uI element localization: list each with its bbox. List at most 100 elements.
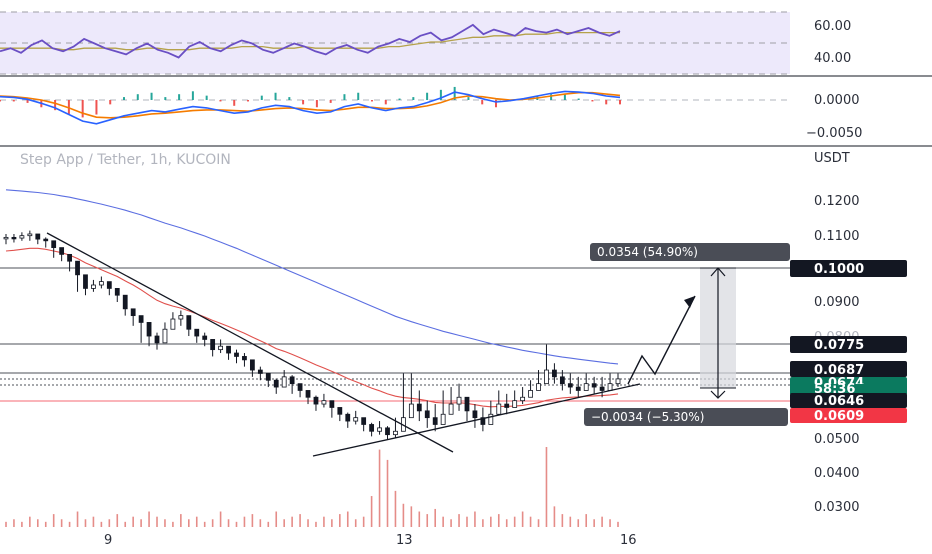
candle-body	[512, 400, 518, 408]
volume-bar	[482, 519, 484, 527]
macd-panel: 0.0000 −0.0050	[0, 86, 862, 141]
candle-body	[559, 376, 565, 385]
range-label-up-text: 0.0354 (54.90%)	[597, 245, 698, 259]
macd-line	[0, 90, 621, 125]
volume-bar	[251, 514, 254, 527]
volume-bar	[466, 516, 468, 527]
price-tick-0-0500: 0.0500	[814, 432, 860, 447]
range-bottom-arrow	[710, 390, 726, 399]
volume-bar	[569, 516, 572, 527]
candle-body	[591, 383, 597, 388]
candle-body	[130, 308, 136, 317]
candle-body	[114, 288, 120, 296]
candle-body	[154, 335, 160, 344]
volume-bar	[307, 519, 309, 527]
macd-hist-bar	[426, 92, 429, 100]
volume-bar	[442, 516, 444, 527]
range-tool[interactable]	[700, 267, 736, 399]
price-tag-0-0646: 0.0646	[814, 394, 864, 409]
candle-body	[520, 396, 526, 402]
projection-path[interactable]	[627, 295, 696, 385]
volume-bar	[545, 447, 548, 527]
volume-bar	[13, 519, 15, 527]
macd-hist-bar	[563, 94, 566, 100]
volume-bar	[370, 496, 373, 527]
candle-body	[544, 369, 549, 385]
candle-body	[369, 424, 375, 432]
candle-body	[106, 281, 112, 289]
volume-bar	[243, 516, 246, 527]
candle-body	[146, 322, 152, 337]
volume-bar	[29, 516, 31, 527]
level-lines	[0, 267, 790, 402]
candle-body	[11, 236, 17, 240]
rsi-line	[0, 23, 621, 59]
candle-body	[170, 318, 176, 330]
candle-body	[536, 383, 541, 391]
volume-bar	[593, 519, 595, 527]
volume-bar	[537, 519, 540, 527]
volume-bar	[188, 519, 190, 527]
candle-body	[408, 403, 414, 419]
candle-body	[91, 284, 96, 289]
volume-bar	[219, 511, 222, 527]
volume-bar	[259, 519, 262, 527]
macd-hist-bar	[288, 97, 291, 100]
downtrend-line[interactable]	[46, 232, 454, 453]
volume-bar	[490, 516, 492, 527]
price-tag-0-0646-bg	[790, 393, 907, 408]
price-tag-0-0609: 0.0609	[814, 409, 864, 424]
candle-body	[273, 379, 279, 388]
volume-bar	[458, 514, 460, 527]
volume-bar	[331, 519, 333, 527]
candle-body	[615, 378, 621, 385]
volume-bar	[561, 514, 564, 527]
candle-body	[242, 356, 247, 361]
volume-bar	[164, 519, 166, 527]
candle-body	[313, 396, 319, 405]
macd-hist-bar	[54, 100, 57, 111]
ema-slow-line	[5, 189, 619, 365]
volume-bar	[156, 516, 158, 527]
price-tick-0-0900: 0.0900	[814, 295, 860, 310]
volume-bar	[235, 521, 238, 527]
volume-bar	[362, 516, 365, 527]
macd-hist-bar	[343, 94, 346, 100]
rsi-tick-40: 40.00	[814, 51, 851, 66]
candle-body	[496, 403, 502, 415]
candle-body	[297, 383, 303, 391]
macd-hist-bar	[467, 97, 470, 100]
macd-hist-bar	[95, 100, 98, 115]
candle-body	[281, 376, 287, 388]
candle-body	[504, 403, 510, 408]
volume-bar	[394, 490, 397, 527]
macd-tick-zero: 0.0000	[814, 93, 860, 108]
volume-bar	[116, 514, 119, 527]
candle-body	[329, 400, 335, 408]
macd-hist-bar	[398, 98, 401, 100]
volume-bar	[577, 519, 580, 527]
volume-bar	[275, 511, 278, 527]
volume-bar	[323, 516, 325, 527]
macd-hist-bar	[219, 100, 222, 102]
price-tag-0-0775: 0.0775	[814, 338, 864, 353]
macd-hist-bar	[550, 94, 553, 100]
candle-body	[210, 339, 216, 351]
macd-hist-bar	[81, 100, 84, 118]
candle-body	[480, 417, 486, 425]
candle-body	[202, 335, 208, 340]
volume-bar	[211, 519, 214, 527]
volume-bar	[108, 519, 111, 527]
volume-bar	[5, 521, 7, 527]
macd-hist-bar	[274, 92, 277, 100]
price-axis: 0.1200 0.1100 0.0900 0.0800 0.0500 0.040…	[814, 194, 860, 515]
rsi-band	[0, 12, 790, 74]
candle-body	[528, 390, 533, 398]
macd-hist-bar	[191, 91, 194, 100]
candle-body	[321, 400, 327, 405]
support-trend-line[interactable]	[312, 383, 641, 457]
macd-hist-bar	[205, 95, 208, 100]
candle-body	[35, 233, 41, 240]
volume-bar	[497, 514, 500, 527]
